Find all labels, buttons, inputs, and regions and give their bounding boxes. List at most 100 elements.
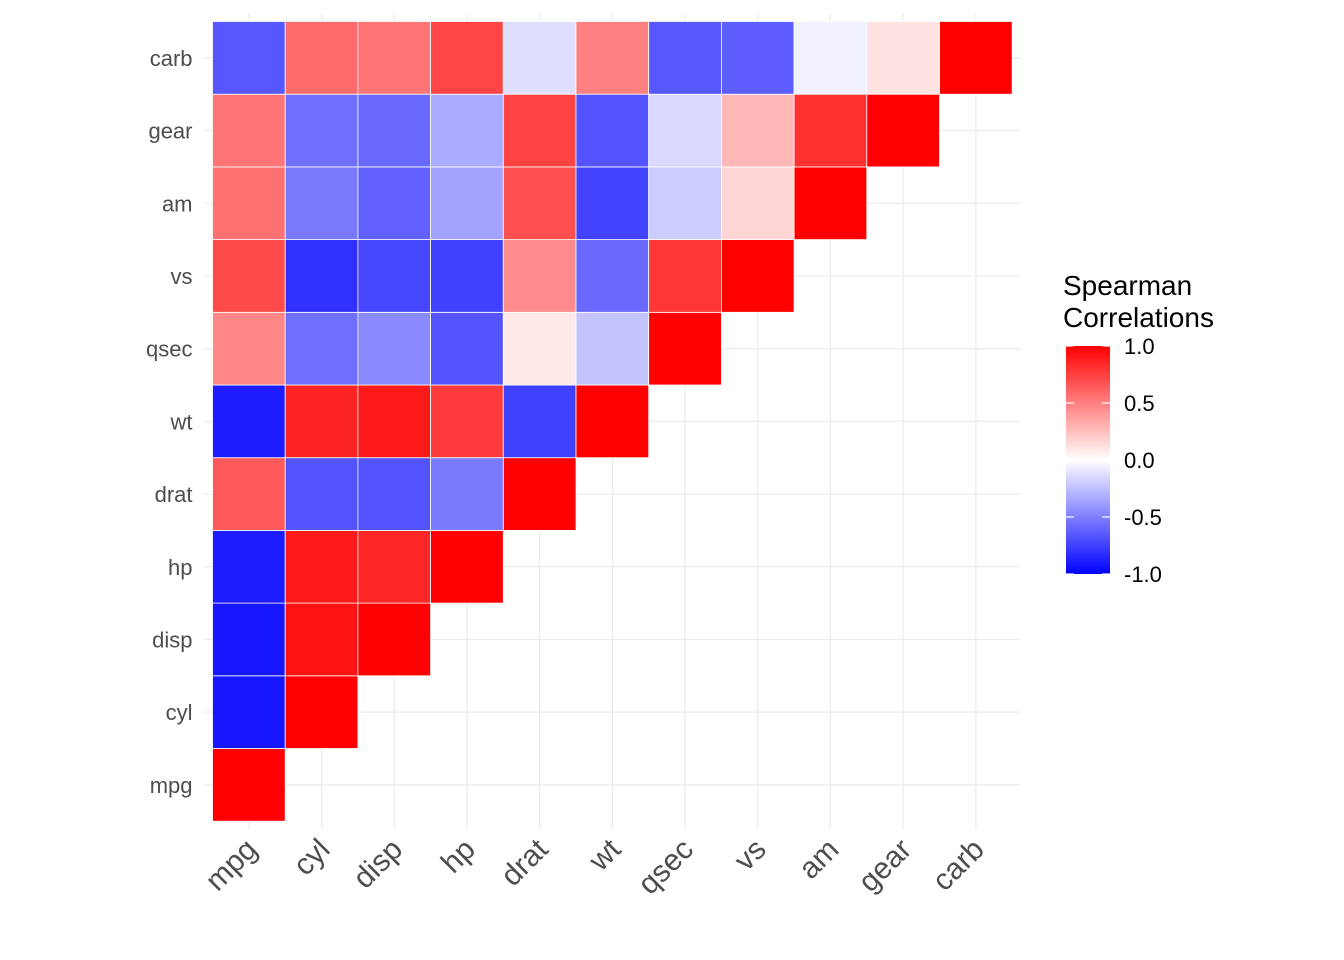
y-tick-label-disp: disp xyxy=(152,627,192,652)
cell-disp-wt: disp / wt: 0.9 xyxy=(357,384,431,459)
cell-mpg-hp: mpg / hp: -0.89 xyxy=(212,530,286,604)
legend-tick-label: 0.5 xyxy=(1124,391,1155,416)
cell-hp-wt: hp / wt: 0.77 xyxy=(430,384,504,459)
cell-wt-vs: wt / vs: -0.59 xyxy=(575,239,650,313)
cell-am-am: am / am: 1 xyxy=(793,166,868,240)
x-tick-label-qsec: qsec xyxy=(632,833,700,901)
y-tick-label-vs: vs xyxy=(171,264,193,289)
cell-drat-drat: drat / drat: 1 xyxy=(502,457,577,531)
heatmap-cells: mpg / mpg: 1mpg / cyl: -0.91cyl / cyl: 1… xyxy=(212,21,1013,822)
y-tick-label-carb: carb xyxy=(150,46,193,71)
cell-wt-wt: wt / wt: 1 xyxy=(575,384,650,459)
cell-vs-gear: vs / gear: 0.28 xyxy=(721,93,795,168)
cell-mpg-wt: mpg / wt: -0.89 xyxy=(212,384,286,459)
legend-tick-label: 0.0 xyxy=(1124,448,1155,473)
cell-drat-wt: drat / wt: -0.75 xyxy=(502,384,577,459)
x-tick-label-disp: disp xyxy=(347,833,409,895)
y-tick-label-cyl: cyl xyxy=(166,700,193,725)
x-tick-label-carb: carb xyxy=(926,833,991,898)
cell-cyl-qsec: cyl / qsec: -0.57 xyxy=(284,311,359,386)
legend-title-line-1: Spearman xyxy=(1063,270,1192,301)
x-tick-label-cyl: cyl xyxy=(287,833,336,882)
x-tick-label-vs: vs xyxy=(728,833,773,878)
y-tick-label-am: am xyxy=(162,191,193,216)
cell-vs-am: vs / am: 0.17 xyxy=(721,166,795,240)
cell-cyl-carb: cyl / carb: 0.58 xyxy=(284,21,359,95)
cell-disp-disp: disp / disp: 1 xyxy=(357,602,431,677)
cell-mpg-carb: mpg / carb: -0.66 xyxy=(212,21,286,95)
cell-hp-gear: hp / gear: -0.33 xyxy=(430,93,504,168)
cell-qsec-carb: qsec / carb: -0.66 xyxy=(648,21,722,95)
legend-title-line-2: Correlations xyxy=(1063,302,1214,333)
x-tick-label-mpg: mpg xyxy=(199,833,264,898)
legend-tick-label: 1.0 xyxy=(1124,334,1155,359)
cell-qsec-qsec: qsec / qsec: 1 xyxy=(648,311,722,386)
cell-disp-qsec: disp / qsec: -0.46 xyxy=(357,311,431,386)
cell-drat-gear: drat / gear: 0.74 xyxy=(502,93,577,168)
cell-am-gear: am / gear: 0.81 xyxy=(793,93,868,168)
x-tick-label-am: am xyxy=(793,833,846,886)
cell-disp-carb: disp / carb: 0.54 xyxy=(357,21,431,95)
cell-drat-qsec: drat / qsec: 0.09 xyxy=(502,311,577,386)
legend-tick-label: -0.5 xyxy=(1124,505,1162,530)
cell-cyl-wt: cyl / wt: 0.86 xyxy=(284,384,359,459)
x-tick-label-hp: hp xyxy=(435,833,482,880)
cell-mpg-qsec: mpg / qsec: 0.47 xyxy=(212,311,286,386)
cell-cyl-cyl: cyl / cyl: 1 xyxy=(284,675,359,749)
cell-disp-am: disp / am: -0.62 xyxy=(357,166,431,240)
cell-cyl-drat: cyl / drat: -0.68 xyxy=(284,457,359,531)
cell-cyl-disp: cyl / disp: 0.93 xyxy=(284,602,359,677)
y-axis-labels: mpg cyl disp hp drat wt qsec vs am gear carb xyxy=(146,46,192,798)
cell-drat-am: drat / am: 0.69 xyxy=(502,166,577,240)
cell-mpg-cyl: mpg / cyl: -0.91 xyxy=(212,675,286,749)
legend: Spearman Correlations 1.0 0.5 0.0 -0.5 -1.0 xyxy=(1063,270,1214,587)
x-tick-label-wt: wt xyxy=(582,832,628,878)
cell-qsec-am: qsec / am: -0.2 xyxy=(648,166,722,240)
cell-cyl-hp: cyl / hp: 0.9 xyxy=(284,530,359,604)
cell-wt-am: wt / am: -0.74 xyxy=(575,166,650,240)
cell-hp-drat: hp / drat: -0.52 xyxy=(430,457,504,531)
cell-disp-hp: disp / hp: 0.85 xyxy=(357,530,431,604)
cell-gear-gear: gear / gear: 1 xyxy=(866,93,940,168)
cell-vs-carb: vs / carb: -0.63 xyxy=(721,21,795,95)
y-tick-label-qsec: qsec xyxy=(146,337,192,362)
x-tick-label-gear: gear xyxy=(852,833,918,899)
y-tick-label-drat: drat xyxy=(155,482,193,507)
cell-disp-drat: disp / drat: -0.68 xyxy=(357,457,431,531)
cell-vs-vs: vs / vs: 1 xyxy=(721,239,795,313)
x-tick-label-drat: drat xyxy=(495,832,555,892)
cell-cyl-gear: cyl / gear: -0.56 xyxy=(284,93,359,168)
cell-mpg-am: mpg / am: 0.56 xyxy=(212,166,286,240)
cell-wt-gear: wt / gear: -0.68 xyxy=(575,93,650,168)
legend-ticks: 1.0 0.5 0.0 -0.5 -1.0 xyxy=(1066,334,1162,587)
cell-qsec-vs: qsec / vs: 0.79 xyxy=(648,239,722,313)
cell-disp-vs: disp / vs: -0.72 xyxy=(357,239,431,313)
y-tick-label-hp: hp xyxy=(168,555,192,580)
cell-qsec-gear: qsec / gear: -0.15 xyxy=(648,93,722,168)
cell-am-carb: am / carb: -0.06 xyxy=(793,21,868,95)
cell-hp-hp: hp / hp: 1 xyxy=(430,530,504,604)
cell-drat-carb: drat / carb: -0.13 xyxy=(502,21,577,95)
cell-cyl-vs: cyl / vs: -0.81 xyxy=(284,239,359,313)
cell-wt-carb: wt / carb: 0.5 xyxy=(575,21,650,95)
cell-hp-carb: hp / carb: 0.73 xyxy=(430,21,504,95)
cell-mpg-disp: mpg / disp: -0.91 xyxy=(212,602,286,677)
cell-mpg-vs: mpg / vs: 0.71 xyxy=(212,239,286,313)
cell-wt-qsec: wt / qsec: -0.23 xyxy=(575,311,650,386)
cell-hp-vs: hp / vs: -0.75 xyxy=(430,239,504,313)
cell-hp-am: hp / am: -0.36 xyxy=(430,166,504,240)
y-tick-label-mpg: mpg xyxy=(150,773,193,798)
cell-mpg-drat: mpg / drat: 0.65 xyxy=(212,457,286,531)
cell-drat-vs: drat / vs: 0.45 xyxy=(502,239,577,313)
y-tick-label-wt: wt xyxy=(170,409,193,434)
cell-gear-carb: gear / carb: 0.11 xyxy=(866,21,940,95)
cell-mpg-gear: mpg / gear: 0.54 xyxy=(212,93,286,168)
cell-disp-gear: disp / gear: -0.59 xyxy=(357,93,431,168)
cell-cyl-am: cyl / am: -0.52 xyxy=(284,166,359,240)
y-tick-label-gear: gear xyxy=(148,119,192,144)
cell-hp-qsec: hp / qsec: -0.67 xyxy=(430,311,504,386)
cell-mpg-mpg: mpg / mpg: 1 xyxy=(212,748,286,822)
x-axis-labels: mpg cyl disp hp drat wt qsec vs am gear carb xyxy=(199,832,991,901)
legend-tick-label: -1.0 xyxy=(1124,562,1162,587)
